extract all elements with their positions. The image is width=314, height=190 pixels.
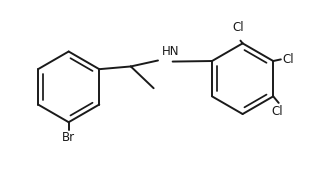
Text: Cl: Cl: [272, 105, 284, 118]
Text: Cl: Cl: [282, 53, 294, 66]
Text: Br: Br: [62, 131, 75, 144]
Text: Cl: Cl: [232, 21, 244, 34]
Text: HN: HN: [162, 45, 179, 58]
